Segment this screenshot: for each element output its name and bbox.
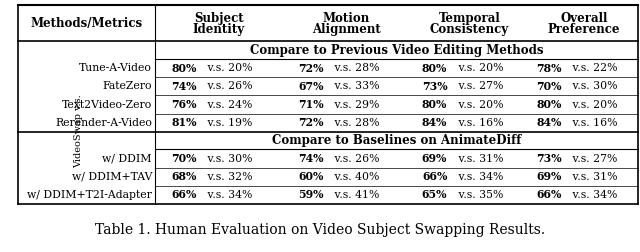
Text: v.s. 27%: v.s. 27% [570, 153, 618, 164]
Text: 70%: 70% [536, 81, 562, 92]
Text: 80%: 80% [422, 62, 447, 74]
Text: Methods/Metrics: Methods/Metrics [31, 17, 143, 30]
Text: Text2Video-Zero: Text2Video-Zero [61, 100, 152, 110]
Text: v.s. 26%: v.s. 26% [204, 81, 253, 91]
Text: v.s. 27%: v.s. 27% [455, 81, 503, 91]
Text: 72%: 72% [298, 62, 324, 74]
Text: 76%: 76% [172, 99, 197, 110]
Text: v.s. 20%: v.s. 20% [454, 100, 503, 110]
Text: 60%: 60% [298, 171, 324, 182]
Text: 78%: 78% [536, 62, 562, 74]
Text: v.s. 41%: v.s. 41% [332, 190, 380, 200]
Text: 80%: 80% [536, 99, 562, 110]
Text: v.s. 34%: v.s. 34% [569, 190, 618, 200]
Text: v.s. 26%: v.s. 26% [331, 153, 380, 164]
Text: 74%: 74% [172, 81, 196, 92]
Text: Compare to Baselines on AnimateDiff: Compare to Baselines on AnimateDiff [272, 134, 521, 147]
Text: v.s. 28%: v.s. 28% [331, 63, 380, 73]
Text: Temporal: Temporal [438, 12, 500, 25]
Text: 69%: 69% [422, 153, 447, 164]
Text: v.s. 35%: v.s. 35% [455, 190, 503, 200]
Text: v.s. 20%: v.s. 20% [569, 100, 618, 110]
Text: Consistency: Consistency [430, 23, 509, 36]
Text: Motion: Motion [323, 12, 370, 25]
Text: 66%: 66% [422, 171, 447, 182]
Text: Table 1. Human Evaluation on Video Subject Swapping Results.: Table 1. Human Evaluation on Video Subje… [95, 223, 545, 237]
Text: 65%: 65% [422, 190, 447, 200]
Text: 67%: 67% [298, 81, 324, 92]
Text: 74%: 74% [298, 153, 324, 164]
Text: Compare to Previous Video Editing Methods: Compare to Previous Video Editing Method… [250, 44, 543, 57]
Text: v.s. 31%: v.s. 31% [454, 153, 503, 164]
Text: 84%: 84% [536, 117, 562, 128]
Text: v.s. 33%: v.s. 33% [331, 81, 380, 91]
Text: v.s. 40%: v.s. 40% [331, 172, 380, 182]
Text: 59%: 59% [298, 190, 324, 200]
Text: VideoSwap v.s.: VideoSwap v.s. [74, 95, 83, 168]
Text: 69%: 69% [536, 171, 562, 182]
Text: v.s. 32%: v.s. 32% [204, 172, 253, 182]
Text: 84%: 84% [422, 117, 447, 128]
Text: Subject: Subject [194, 12, 244, 25]
Text: 66%: 66% [536, 190, 562, 200]
Text: Preference: Preference [548, 23, 620, 36]
Text: 70%: 70% [172, 153, 196, 164]
Text: v.s. 16%: v.s. 16% [569, 118, 618, 128]
Text: Identity: Identity [193, 23, 245, 36]
Text: Tune-A-Video: Tune-A-Video [79, 63, 152, 73]
Text: v.s. 19%: v.s. 19% [204, 118, 253, 128]
Text: v.s. 20%: v.s. 20% [454, 63, 503, 73]
Text: 80%: 80% [172, 62, 196, 74]
Text: 80%: 80% [422, 99, 447, 110]
Text: 73%: 73% [536, 153, 562, 164]
Text: Rerender-A-Video: Rerender-A-Video [55, 118, 152, 128]
Text: v.s. 22%: v.s. 22% [569, 63, 618, 73]
Text: Overall: Overall [560, 12, 608, 25]
Text: v.s. 30%: v.s. 30% [204, 153, 253, 164]
Text: 81%: 81% [172, 117, 197, 128]
Text: v.s. 34%: v.s. 34% [454, 172, 503, 182]
Text: Alignment: Alignment [312, 23, 380, 36]
Text: v.s. 30%: v.s. 30% [569, 81, 618, 91]
Text: w/ DDIM+TAV: w/ DDIM+TAV [72, 172, 152, 182]
Text: 72%: 72% [298, 117, 324, 128]
Text: 68%: 68% [172, 171, 196, 182]
Text: v.s. 34%: v.s. 34% [204, 190, 253, 200]
Text: v.s. 16%: v.s. 16% [454, 118, 503, 128]
Text: v.s. 20%: v.s. 20% [204, 63, 253, 73]
Text: v.s. 24%: v.s. 24% [204, 100, 253, 110]
Text: v.s. 29%: v.s. 29% [332, 100, 380, 110]
Text: v.s. 28%: v.s. 28% [331, 118, 380, 128]
Text: w/ DDIM: w/ DDIM [102, 153, 152, 164]
Text: 66%: 66% [172, 190, 196, 200]
Text: w/ DDIM+T2I-Adapter: w/ DDIM+T2I-Adapter [27, 190, 152, 200]
Text: 73%: 73% [422, 81, 447, 92]
Text: 71%: 71% [298, 99, 324, 110]
Text: FateZero: FateZero [102, 81, 152, 91]
Text: v.s. 31%: v.s. 31% [569, 172, 618, 182]
